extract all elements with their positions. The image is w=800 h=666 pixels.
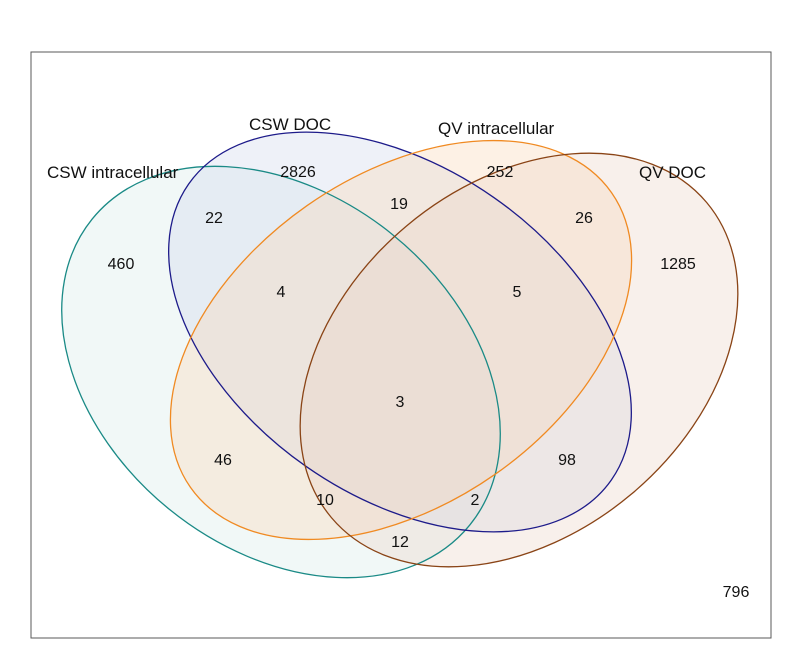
csw-intracellular-fill xyxy=(61,166,501,578)
count-qv-intracellular-qv-doc: 26 xyxy=(575,210,593,227)
count-csw-doc-only: 2826 xyxy=(280,164,316,181)
region-counts: 460 2826 252 1285 22 19 26 4 5 3 46 98 1… xyxy=(108,164,750,601)
csw-doc-outline xyxy=(168,131,632,533)
count-csw-intracellular-csw-doc-qv-doc: 2 xyxy=(471,492,480,509)
set-label-csw-doc: CSW DOC xyxy=(249,115,331,134)
count-csw-intracellular-csw-doc-qv-intracellular: 4 xyxy=(277,284,286,301)
count-csw-doc-qv-intracellular-qv-doc: 5 xyxy=(513,284,522,301)
csw-intracellular-outline xyxy=(61,165,501,579)
count-qv-intracellular-only: 252 xyxy=(487,164,514,181)
count-csw-intracellular-only: 460 xyxy=(108,256,135,273)
csw-doc-fill xyxy=(168,132,632,532)
count-csw-intracellular-qv-intracellular-qv-doc: 10 xyxy=(316,492,334,509)
set-label-csw-intracellular: CSW intracellular xyxy=(47,163,179,182)
set-outlines xyxy=(61,131,739,579)
count-none: 796 xyxy=(723,584,750,601)
count-csw-intracellular-csw-doc: 22 xyxy=(205,210,223,227)
count-all-four: 3 xyxy=(396,394,405,411)
qv-intracellular-fill xyxy=(170,140,632,540)
set-labels: CSW intracellular CSW DOC QV intracellul… xyxy=(47,115,706,182)
set-label-qv-intracellular: QV intracellular xyxy=(438,119,555,138)
set-label-qv-doc: QV DOC xyxy=(639,163,706,182)
count-csw-doc-qv-doc: 98 xyxy=(558,452,576,469)
qv-intracellular-outline xyxy=(169,139,633,541)
qv-doc-outline xyxy=(299,152,739,568)
count-qv-doc-only: 1285 xyxy=(660,256,696,273)
qv-doc-fill xyxy=(300,153,738,567)
count-csw-doc-qv-intracellular: 19 xyxy=(390,196,408,213)
count-csw-intracellular-qv-intracellular: 46 xyxy=(214,452,232,469)
count-csw-intracellular-qv-doc: 12 xyxy=(391,534,409,551)
set-fills xyxy=(61,132,738,578)
